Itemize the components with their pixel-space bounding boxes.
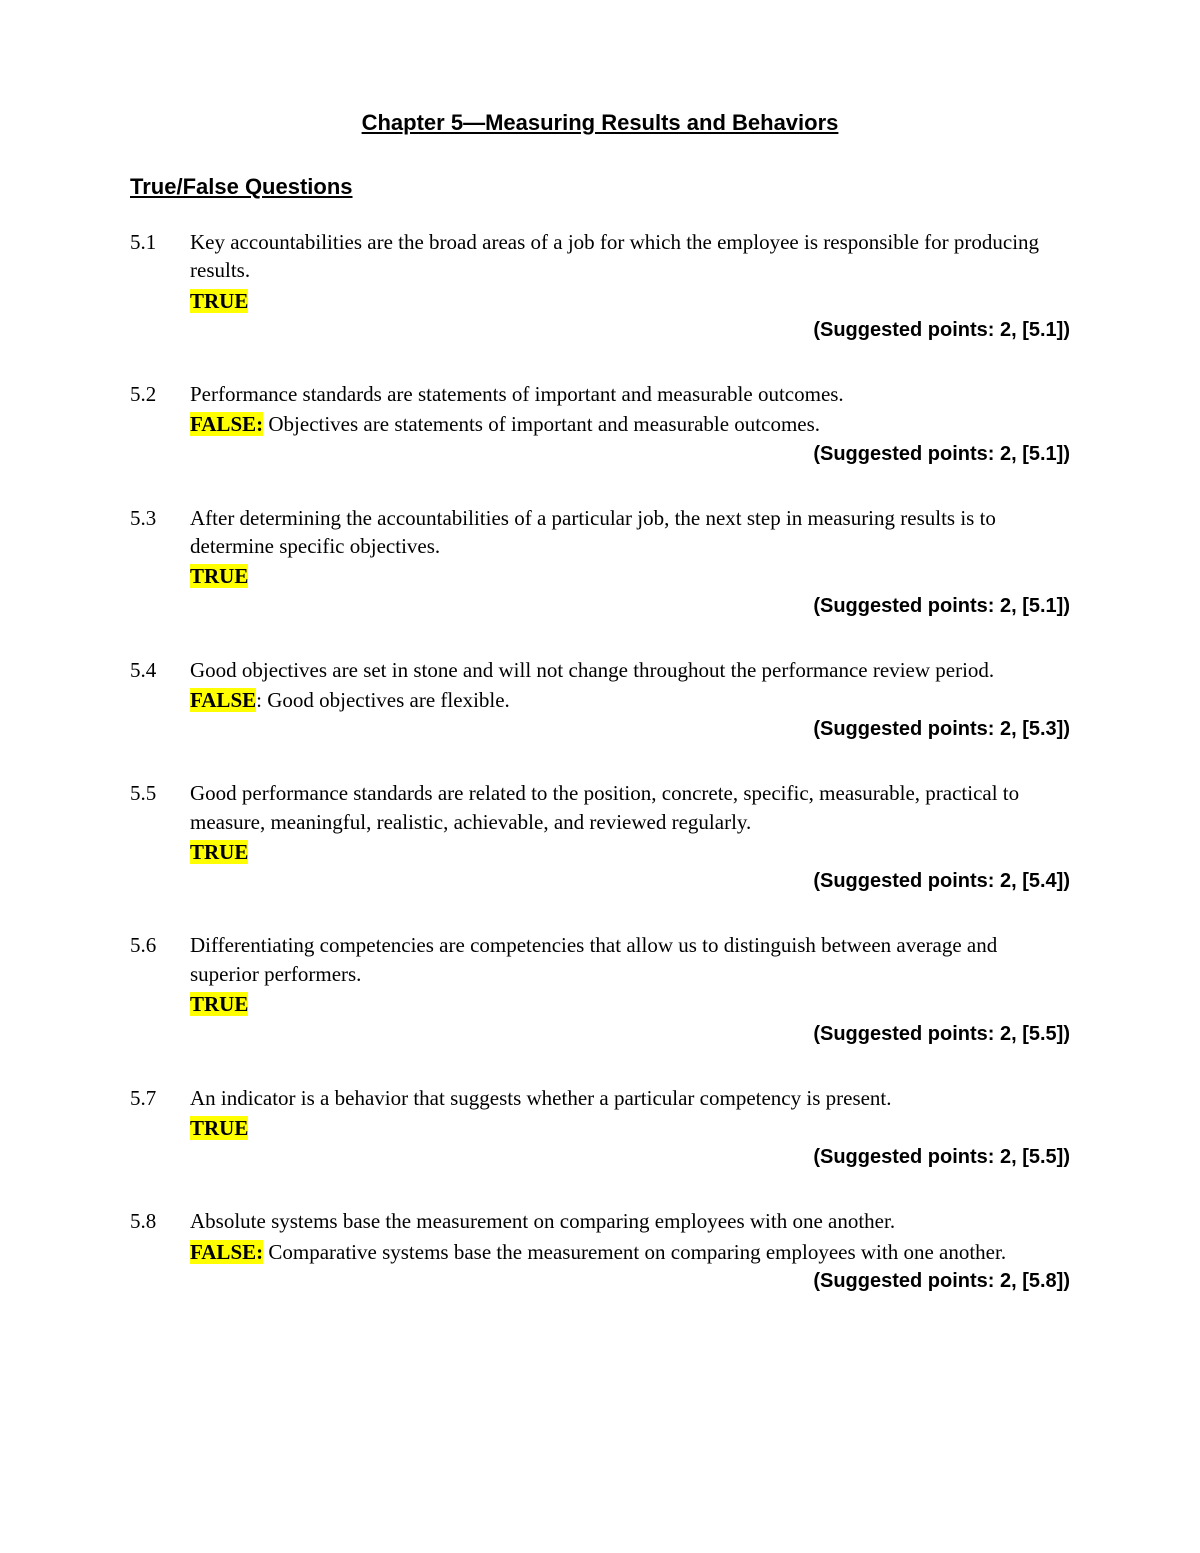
suggested-points: (Suggested points: 2, [5.1])	[190, 317, 1070, 344]
question-text: Performance standards are statements of …	[190, 380, 1070, 408]
chapter-title: Chapter 5—Measuring Results and Behavior…	[130, 110, 1070, 136]
question-item: 5.5Good performance standards are relate…	[130, 779, 1070, 895]
question-body: Absolute systems base the measurement on…	[190, 1207, 1070, 1295]
question-number: 5.6	[130, 931, 190, 1047]
question-number: 5.8	[130, 1207, 190, 1295]
question-item: 5.8Absolute systems base the measurement…	[130, 1207, 1070, 1295]
questions-list: 5.1Key accountabilities are the broad ar…	[130, 228, 1070, 1295]
question-number: 5.5	[130, 779, 190, 895]
question-text: An indicator is a behavior that suggests…	[190, 1084, 1070, 1112]
question-item: 5.6Differentiating competencies are comp…	[130, 931, 1070, 1047]
suggested-points: (Suggested points: 2, [5.3])	[190, 716, 1070, 743]
question-text: Differentiating competencies are compete…	[190, 931, 1070, 988]
question-number: 5.4	[130, 656, 190, 744]
suggested-points: (Suggested points: 2, [5.5])	[190, 1021, 1070, 1048]
question-number: 5.2	[130, 380, 190, 468]
question-body: Good performance standards are related t…	[190, 779, 1070, 895]
question-text: Absolute systems base the measurement on…	[190, 1207, 1070, 1235]
answer-highlight: FALSE:	[190, 412, 263, 436]
answer-highlight: TRUE	[190, 1116, 248, 1140]
question-item: 5.7An indicator is a behavior that sugge…	[130, 1084, 1070, 1172]
answer-explanation: Objectives are statements of important a…	[263, 412, 820, 436]
answer-highlight: TRUE	[190, 992, 248, 1016]
answer-line: FALSE: Good objectives are flexible.	[190, 686, 1070, 714]
answer-explanation: Comparative systems base the measurement…	[263, 1240, 1006, 1264]
question-body: Good objectives are set in stone and wil…	[190, 656, 1070, 744]
question-item: 5.1Key accountabilities are the broad ar…	[130, 228, 1070, 344]
question-text: After determining the accountabilities o…	[190, 504, 1070, 561]
question-item: 5.4Good objectives are set in stone and …	[130, 656, 1070, 744]
answer-line: TRUE	[190, 287, 1070, 315]
answer-line: TRUE	[190, 990, 1070, 1018]
answer-highlight: FALSE	[190, 688, 256, 712]
question-text: Key accountabilities are the broad areas…	[190, 228, 1070, 285]
question-body: Key accountabilities are the broad areas…	[190, 228, 1070, 344]
question-item: 5.3After determining the accountabilitie…	[130, 504, 1070, 620]
suggested-points: (Suggested points: 2, [5.1])	[190, 441, 1070, 468]
suggested-points: (Suggested points: 2, [5.1])	[190, 593, 1070, 620]
answer-highlight: FALSE:	[190, 1240, 263, 1264]
answer-line: TRUE	[190, 838, 1070, 866]
suggested-points: (Suggested points: 2, [5.4])	[190, 868, 1070, 895]
question-body: Differentiating competencies are compete…	[190, 931, 1070, 1047]
answer-highlight: TRUE	[190, 840, 248, 864]
question-text: Good objectives are set in stone and wil…	[190, 656, 1070, 684]
answer-highlight: TRUE	[190, 289, 248, 313]
question-body: An indicator is a behavior that suggests…	[190, 1084, 1070, 1172]
document-page: Chapter 5—Measuring Results and Behavior…	[0, 0, 1200, 1553]
question-number: 5.1	[130, 228, 190, 344]
question-body: After determining the accountabilities o…	[190, 504, 1070, 620]
question-text: Good performance standards are related t…	[190, 779, 1070, 836]
answer-line: TRUE	[190, 562, 1070, 590]
question-body: Performance standards are statements of …	[190, 380, 1070, 468]
question-item: 5.2Performance standards are statements …	[130, 380, 1070, 468]
question-number: 5.7	[130, 1084, 190, 1172]
suggested-points: (Suggested points: 2, [5.8])	[190, 1268, 1070, 1295]
section-title: True/False Questions	[130, 174, 1070, 200]
answer-line: FALSE: Comparative systems base the meas…	[190, 1238, 1070, 1266]
answer-line: TRUE	[190, 1114, 1070, 1142]
suggested-points: (Suggested points: 2, [5.5])	[190, 1144, 1070, 1171]
answer-line: FALSE: Objectives are statements of impo…	[190, 410, 1070, 438]
answer-highlight: TRUE	[190, 564, 248, 588]
answer-explanation: Good objectives are flexible.	[262, 688, 510, 712]
question-number: 5.3	[130, 504, 190, 620]
